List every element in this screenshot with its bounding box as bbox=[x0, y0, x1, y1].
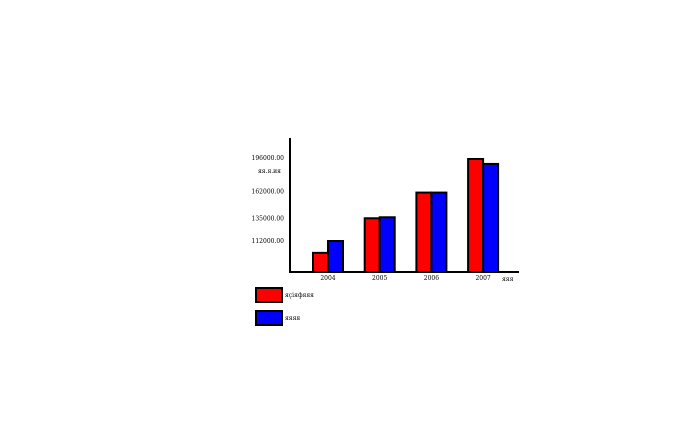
x-axis-title: яяя bbox=[502, 276, 514, 283]
bar-2006-series-1 bbox=[415, 191, 433, 273]
bar-2007-series-2 bbox=[482, 162, 500, 273]
bar-2004-series-1 bbox=[312, 251, 329, 274]
bar-2005-series-2 bbox=[378, 216, 396, 274]
x-tick-labels: 2004 2005 2006 2007 bbox=[320, 275, 491, 282]
bars-group bbox=[312, 157, 500, 274]
bar-2007-series-1 bbox=[467, 157, 485, 273]
y-tick-label: 135000.00 bbox=[252, 215, 285, 222]
legend: яçіяфяяя яяяя bbox=[255, 287, 314, 326]
legend-swatch-2 bbox=[255, 310, 283, 326]
y-tick-labels: 112000.00 135000.00 162000.00 196000.00 bbox=[252, 155, 285, 245]
legend-swatch-1 bbox=[255, 287, 283, 303]
x-tick-label: 2004 bbox=[320, 275, 335, 282]
y-tick-label: 112000.00 bbox=[252, 238, 285, 245]
bar-2005-series-1 bbox=[363, 217, 381, 273]
y-tick-label: 162000.00 bbox=[252, 189, 285, 196]
x-tick-label: 2005 bbox=[372, 275, 387, 282]
legend-label-2: яяяя bbox=[285, 315, 300, 322]
bar-2004-series-2 bbox=[327, 240, 344, 273]
bar-2006-series-2 bbox=[430, 191, 448, 273]
y-tick-label: 196000.00 bbox=[252, 155, 285, 162]
x-tick-label: 2007 bbox=[475, 275, 490, 282]
y-axis-title: яя.я.ия bbox=[258, 168, 281, 175]
x-tick-label: 2006 bbox=[424, 275, 439, 282]
legend-label-1: яçіяфяяя bbox=[285, 292, 314, 299]
